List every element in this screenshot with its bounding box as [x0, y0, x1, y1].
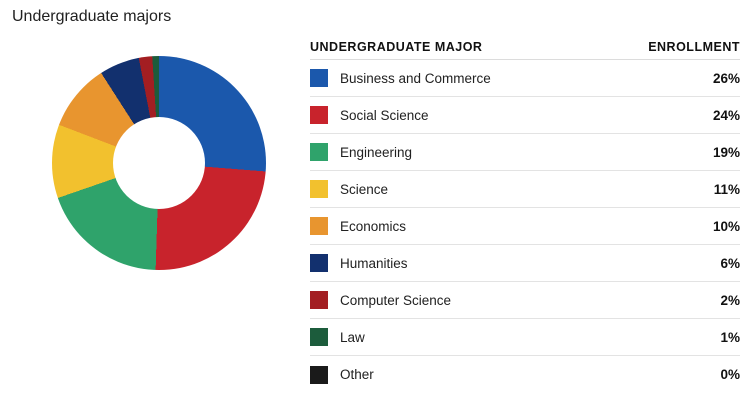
legend-table-body: Business and Commerce 26% Social Science…	[310, 60, 740, 393]
table-row[interactable]: Humanities 6%	[310, 245, 740, 282]
legend-swatch	[310, 217, 328, 235]
major-label: Engineering	[340, 144, 413, 160]
legend-swatch	[310, 106, 328, 124]
legend-swatch	[310, 328, 328, 346]
legend-header: UNDERGRADUATE MAJOR ENROLLMENT	[310, 34, 740, 60]
table-row[interactable]: Science 11%	[310, 171, 740, 208]
major-label: Business and Commerce	[340, 70, 491, 86]
table-row[interactable]: Engineering 19%	[310, 134, 740, 171]
major-label: Economics	[340, 218, 407, 234]
legend-swatch	[310, 180, 328, 198]
donut-hole	[113, 117, 205, 209]
enrollment-value: 24%	[712, 107, 740, 123]
enrollment-value: 26%	[712, 70, 740, 86]
legend-swatch	[310, 143, 328, 161]
table-row[interactable]: Computer Science 2%	[310, 282, 740, 319]
legend-swatch	[310, 254, 328, 272]
enrollment-value: 1%	[720, 329, 740, 345]
donut-chart	[52, 56, 266, 270]
major-label: Other	[340, 367, 374, 382]
donut-ring[interactable]	[52, 56, 266, 270]
major-label: Computer Science	[340, 292, 452, 308]
major-label: Science	[340, 181, 389, 197]
column-header-enrollment: ENROLLMENT	[648, 39, 740, 54]
enrollment-value: 10%	[712, 218, 740, 234]
table-row[interactable]: Business and Commerce 26%	[310, 60, 740, 97]
table-row[interactable]: Law 1%	[310, 319, 740, 356]
enrollment-value: 2%	[720, 292, 740, 308]
legend-swatch	[310, 365, 328, 384]
column-header-major: UNDERGRADUATE MAJOR	[310, 39, 483, 54]
page-title: Undergraduate majors	[12, 8, 172, 25]
major-label: Humanities	[340, 255, 408, 271]
legend-table: UNDERGRADUATE MAJOR ENROLLMENT Business …	[310, 34, 740, 393]
table-row[interactable]: Other 0%	[310, 356, 740, 393]
enrollment-value: 19%	[712, 144, 740, 160]
major-label: Law	[340, 329, 365, 345]
major-label: Social Science	[340, 107, 429, 123]
legend-swatch	[310, 291, 328, 309]
enrollment-value: 11%	[713, 181, 740, 197]
table-row[interactable]: Social Science 24%	[310, 97, 740, 134]
enrollment-value: 0%	[720, 367, 740, 382]
legend-swatch	[310, 69, 328, 87]
table-row[interactable]: Economics 10%	[310, 208, 740, 245]
enrollment-value: 6%	[720, 255, 740, 271]
